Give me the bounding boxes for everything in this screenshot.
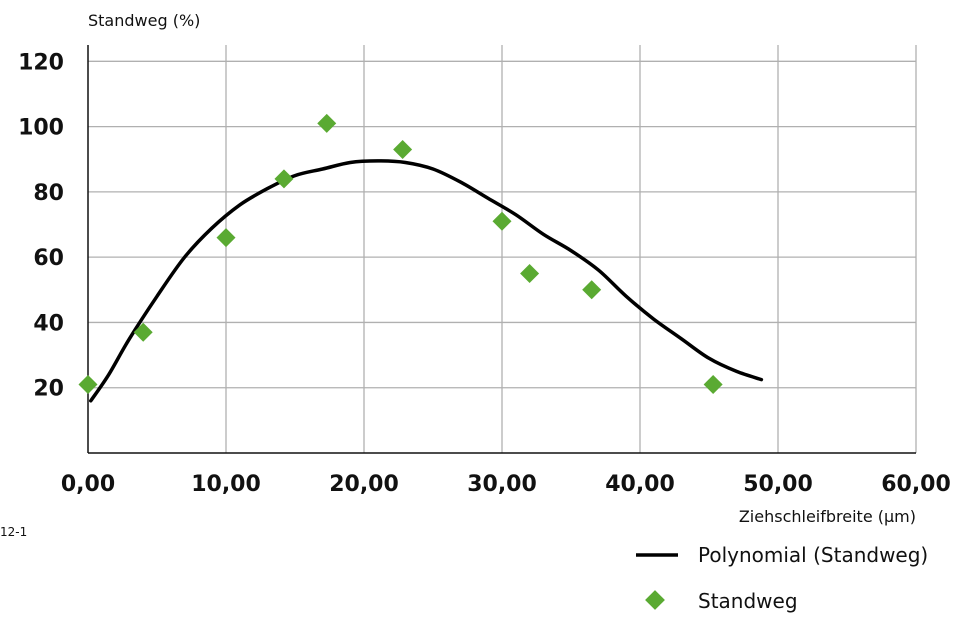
y-tick-label: 40 xyxy=(33,311,64,336)
data-point xyxy=(133,322,153,342)
data-point xyxy=(582,280,602,300)
x-tick-label: 0,00 xyxy=(61,472,115,497)
data-point xyxy=(492,211,512,231)
y-tick-label: 120 xyxy=(18,50,64,75)
legend-label-polynomial: Polynomial (Standweg) xyxy=(698,543,928,567)
data-point xyxy=(520,263,540,283)
x-tick-label: 40,00 xyxy=(605,472,675,497)
x-tick-label: 50,00 xyxy=(743,472,813,497)
y-tick-label: 100 xyxy=(18,116,64,141)
y-tick-label: 20 xyxy=(33,377,64,402)
data-point xyxy=(317,113,337,133)
legend: Polynomial (Standweg) Standweg xyxy=(636,543,928,613)
data-point xyxy=(274,169,294,189)
x-tick-label: 30,00 xyxy=(467,472,537,497)
legend-diamond-swatch xyxy=(645,590,665,610)
x-tick-label: 60,00 xyxy=(881,472,951,497)
data-point xyxy=(216,228,236,248)
y-tick-label: 80 xyxy=(33,181,64,206)
polynomial-trend-line xyxy=(89,159,764,403)
figure-id-label: 12-1 xyxy=(0,525,27,539)
x-tick-labels: 0,00 10,00 20,00 30,00 40,00 50,00 60,00 xyxy=(61,472,951,497)
data-point xyxy=(703,374,723,394)
grid xyxy=(88,45,917,453)
data-point xyxy=(78,374,98,394)
x-tick-label: 10,00 xyxy=(191,472,261,497)
y-axis-label: Standweg (%) xyxy=(88,11,200,30)
x-tick-label: 20,00 xyxy=(329,472,399,497)
series-standweg xyxy=(78,113,723,394)
series-polynomial xyxy=(89,159,764,403)
y-tick-label: 60 xyxy=(33,246,64,271)
y-tick-labels: 20 40 60 80 100 120 xyxy=(18,50,64,401)
x-axis-label: Ziehschleifbreite (µm) xyxy=(739,507,916,526)
legend-label-standweg: Standweg xyxy=(698,589,798,613)
data-point xyxy=(393,139,413,159)
